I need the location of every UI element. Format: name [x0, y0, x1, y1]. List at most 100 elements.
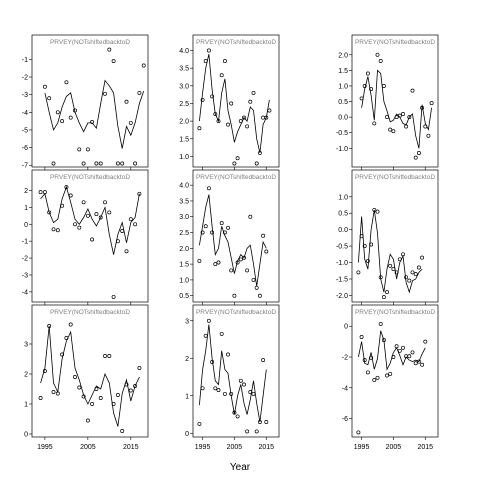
data-point	[369, 87, 374, 92]
data-point	[107, 210, 112, 215]
data-point	[197, 421, 202, 426]
data-point	[107, 47, 112, 52]
data-point	[410, 350, 415, 355]
facet-panel: PRVEY(NOTshiftedbacktoD -4 -3 -2 -1 0 1 2	[22, 169, 149, 305]
data-point	[60, 352, 65, 357]
y-tick-label: -2	[22, 75, 28, 82]
data-point	[77, 147, 82, 152]
data-point	[133, 222, 138, 227]
panel-frame	[351, 34, 439, 168]
panel-strip-label: PRVEY(NOTshiftedbacktoD	[355, 174, 435, 181]
y-tick-label: 2.0	[179, 246, 189, 253]
y-tick-label: 0	[344, 324, 348, 331]
data-point	[254, 161, 259, 166]
data-point	[64, 336, 69, 340]
data-point	[111, 402, 116, 406]
data-point	[124, 249, 129, 254]
panel-strip-label: PRVEY(NOTshiftedbacktoD	[355, 39, 435, 46]
data-point	[397, 348, 402, 353]
data-point	[115, 161, 120, 166]
data-point	[200, 386, 205, 391]
data-point	[85, 147, 90, 152]
data-point	[420, 105, 425, 110]
data-point	[197, 126, 202, 131]
data-point	[385, 373, 389, 378]
data-point	[251, 391, 256, 396]
y-tick-label: -4	[22, 289, 28, 296]
y-tick-label: -1.0	[336, 260, 348, 267]
data-point	[401, 112, 405, 116]
y-tick-label: -2.0	[336, 293, 348, 300]
data-point	[235, 260, 240, 265]
data-point	[51, 390, 56, 394]
data-point	[200, 97, 205, 102]
data-point	[103, 91, 107, 96]
data-point	[385, 115, 389, 120]
data-point	[141, 63, 146, 68]
data-point	[68, 115, 73, 120]
series-line	[40, 325, 140, 427]
data-point	[94, 212, 99, 217]
series-line	[358, 209, 423, 294]
data-point	[226, 225, 230, 230]
y-tick-label: 1.5	[179, 136, 189, 143]
series-line	[358, 330, 426, 371]
x-tick-label: 1995	[195, 444, 211, 451]
data-point	[222, 230, 227, 235]
panel-frame	[351, 169, 439, 303]
data-point	[401, 252, 405, 257]
y-tick-label: 0.5	[179, 293, 189, 300]
data-point	[416, 151, 421, 155]
x-tick-label: 2005	[80, 444, 96, 451]
y-tick-label: 1.5	[338, 68, 348, 75]
data-point	[111, 59, 116, 64]
data-point	[423, 339, 428, 344]
data-point	[404, 275, 409, 280]
data-point	[261, 233, 266, 238]
data-point	[407, 115, 412, 120]
x-tick-label: 1995	[354, 444, 370, 451]
data-point	[388, 371, 393, 376]
data-point	[356, 430, 361, 435]
y-tick-label: 1.0	[179, 154, 189, 161]
panel-frame	[31, 304, 149, 438]
data-point	[375, 375, 380, 380]
data-point	[264, 420, 269, 424]
data-point	[200, 230, 205, 235]
y-tick-label: -2	[342, 355, 348, 362]
data-point	[245, 268, 250, 273]
data-point	[362, 84, 367, 88]
y-tick-label: -4	[342, 385, 348, 392]
x-tick-label: 2005	[386, 444, 402, 451]
series-line	[361, 69, 432, 149]
panel-strip-label: PRVEY(NOTshiftedbacktoD	[50, 174, 130, 181]
data-point	[372, 207, 377, 212]
y-tick-label: -2	[22, 256, 28, 263]
data-point	[242, 115, 246, 120]
data-point	[375, 209, 380, 214]
data-point	[369, 355, 374, 360]
y-tick-label: -0.5	[336, 244, 348, 251]
data-point	[385, 290, 389, 295]
data-point	[420, 362, 425, 367]
panel-frame	[192, 304, 280, 438]
data-point	[420, 255, 425, 260]
y-tick-label: 2	[185, 356, 189, 363]
data-point	[115, 239, 120, 244]
data-point	[85, 213, 90, 218]
data-point	[137, 90, 142, 95]
data-point	[245, 429, 250, 434]
data-point	[55, 110, 60, 115]
data-point	[381, 338, 386, 343]
data-point	[394, 115, 399, 120]
data-point	[47, 96, 52, 101]
data-point	[248, 390, 253, 394]
data-point	[42, 369, 47, 373]
data-point	[242, 382, 246, 387]
data-point	[429, 101, 434, 106]
data-point	[81, 394, 86, 399]
data-point	[388, 127, 393, 132]
data-point	[120, 229, 125, 233]
data-point	[55, 228, 60, 233]
